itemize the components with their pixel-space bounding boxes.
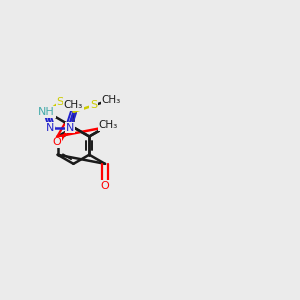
Text: NH: NH [38,107,55,117]
Text: CH₃: CH₃ [101,95,121,105]
Text: N: N [66,123,74,133]
Text: N: N [46,123,55,133]
Text: CH₃: CH₃ [99,120,118,130]
Text: CH₃: CH₃ [64,100,83,110]
Text: O: O [101,122,110,132]
Text: S: S [56,97,64,107]
Text: S: S [90,100,97,110]
Text: O: O [101,181,110,191]
Text: O: O [52,137,62,147]
